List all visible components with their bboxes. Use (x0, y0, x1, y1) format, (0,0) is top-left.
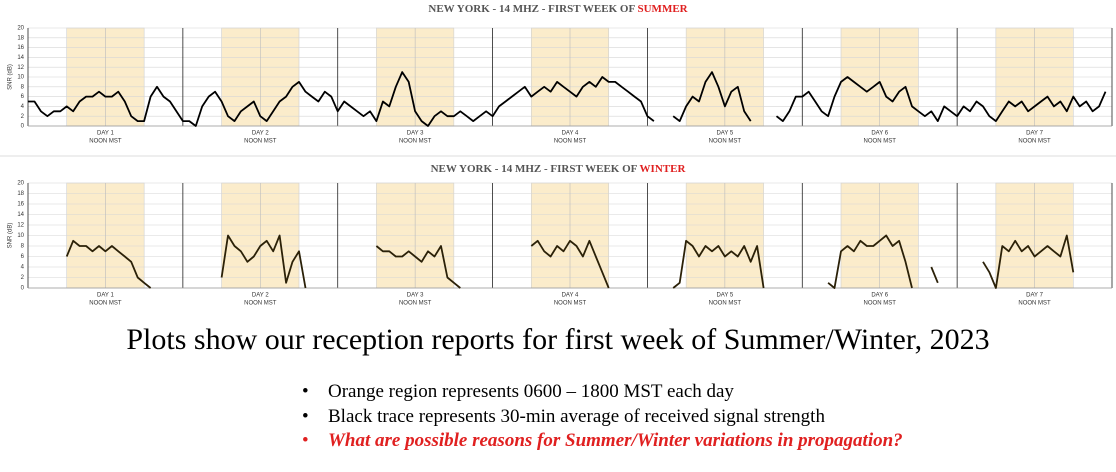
snr-trace (775, 76, 1107, 122)
bullet-list: • Orange region represents 0600 – 1800 M… (302, 381, 903, 451)
y-tick-label: 6 (21, 254, 25, 260)
y-tick-label: 18 (17, 191, 24, 197)
y-tick-label: 2 (21, 275, 25, 281)
y-tick-label: 14 (17, 212, 24, 218)
y-axis-label: SNR (dB) (8, 223, 14, 249)
x-tick-sublabel: NOON MST (709, 301, 742, 307)
x-tick-label: DAY 7 (1026, 131, 1043, 137)
bullet: Orange region represents 0600 – 1800 MST… (328, 381, 734, 402)
y-tick-label: 10 (17, 75, 24, 81)
y-tick-label: 16 (17, 45, 24, 51)
y-tick-label: 4 (21, 104, 25, 110)
chart: NEW YORK - 14 MHZ - FIRST WEEK OF WINTER… (8, 163, 1113, 307)
x-tick-sublabel: NOON MST (1018, 301, 1051, 307)
y-axis-label: SNR (dB) (8, 64, 14, 90)
chart-title: NEW YORK - 14 MHZ - FIRST WEEK OF SUMMER (428, 3, 688, 15)
y-tick-label: 8 (21, 84, 25, 90)
x-tick-sublabel: NOON MST (399, 301, 432, 307)
y-tick-label: 6 (21, 94, 25, 100)
x-tick-sublabel: NOON MST (89, 139, 122, 145)
chart-title-text: NEW YORK - 14 MHZ - FIRST WEEK OF (431, 163, 640, 175)
bullet-dot: • (302, 381, 309, 402)
y-tick-label: 0 (21, 286, 25, 292)
snr-trace (930, 266, 939, 284)
x-tick-label: DAY 2 (252, 293, 269, 299)
snr-trace (827, 234, 913, 289)
x-tick-sublabel: NOON MST (864, 139, 897, 145)
chart-title-highlight: WINTER (640, 163, 687, 175)
x-tick-label: DAY 4 (562, 293, 579, 299)
x-tick-label: DAY 6 (871, 131, 888, 137)
x-tick-label: DAY 3 (407, 293, 424, 299)
bullet-dot: • (302, 406, 309, 427)
chart-title-text: NEW YORK - 14 MHZ - FIRST WEEK OF (428, 3, 637, 15)
snr-trace (220, 234, 307, 289)
snr-trace (375, 245, 461, 289)
y-tick-label: 12 (17, 65, 24, 71)
y-tick-label: 20 (17, 181, 24, 187)
snr-trace (65, 239, 152, 289)
chart-title-highlight: SUMMER (638, 3, 689, 15)
x-tick-sublabel: NOON MST (244, 139, 277, 145)
x-tick-label: DAY 1 (97, 293, 114, 299)
bullet-dot: • (302, 430, 309, 451)
y-tick-label: 12 (17, 223, 24, 229)
x-tick-sublabel: NOON MST (1018, 139, 1051, 145)
chart: NEW YORK - 14 MHZ - FIRST WEEK OF SUMMER… (8, 3, 1113, 145)
x-tick-label: DAY 4 (562, 131, 579, 137)
y-tick-label: 10 (17, 233, 24, 239)
bullet: What are possible reasons for Summer/Win… (328, 430, 903, 451)
y-tick-label: 2 (21, 114, 25, 120)
snr-trace (28, 71, 655, 127)
chart-title: NEW YORK - 14 MHZ - FIRST WEEK OF WINTER (431, 163, 687, 175)
x-tick-sublabel: NOON MST (554, 301, 587, 307)
y-tick-label: 16 (17, 202, 24, 208)
x-tick-sublabel: NOON MST (89, 301, 122, 307)
x-tick-sublabel: NOON MST (709, 139, 742, 145)
x-tick-label: DAY 2 (252, 131, 269, 137)
y-tick-label: 18 (17, 35, 24, 41)
y-tick-label: 4 (21, 265, 25, 271)
x-tick-label: DAY 6 (871, 293, 888, 299)
y-tick-label: 14 (17, 55, 24, 61)
snr-trace (530, 239, 610, 289)
x-tick-sublabel: NOON MST (864, 301, 897, 307)
x-tick-label: DAY 1 (97, 131, 114, 137)
snr-trace (982, 234, 1075, 289)
x-tick-sublabel: NOON MST (554, 139, 587, 145)
snr-trace (672, 71, 752, 122)
caption: Plots show our reception reports for fir… (126, 323, 989, 356)
x-tick-label: DAY 7 (1026, 293, 1043, 299)
x-tick-sublabel: NOON MST (399, 139, 432, 145)
y-tick-label: 8 (21, 244, 25, 250)
x-tick-label: DAY 3 (407, 131, 424, 137)
x-tick-sublabel: NOON MST (244, 301, 277, 307)
snr-trace (672, 239, 765, 289)
y-tick-label: 20 (17, 26, 24, 32)
bullet: Black trace represents 30-min average of… (328, 406, 825, 427)
x-tick-label: DAY 5 (716, 131, 733, 137)
x-tick-label: DAY 5 (716, 293, 733, 299)
y-tick-label: 0 (21, 124, 25, 130)
